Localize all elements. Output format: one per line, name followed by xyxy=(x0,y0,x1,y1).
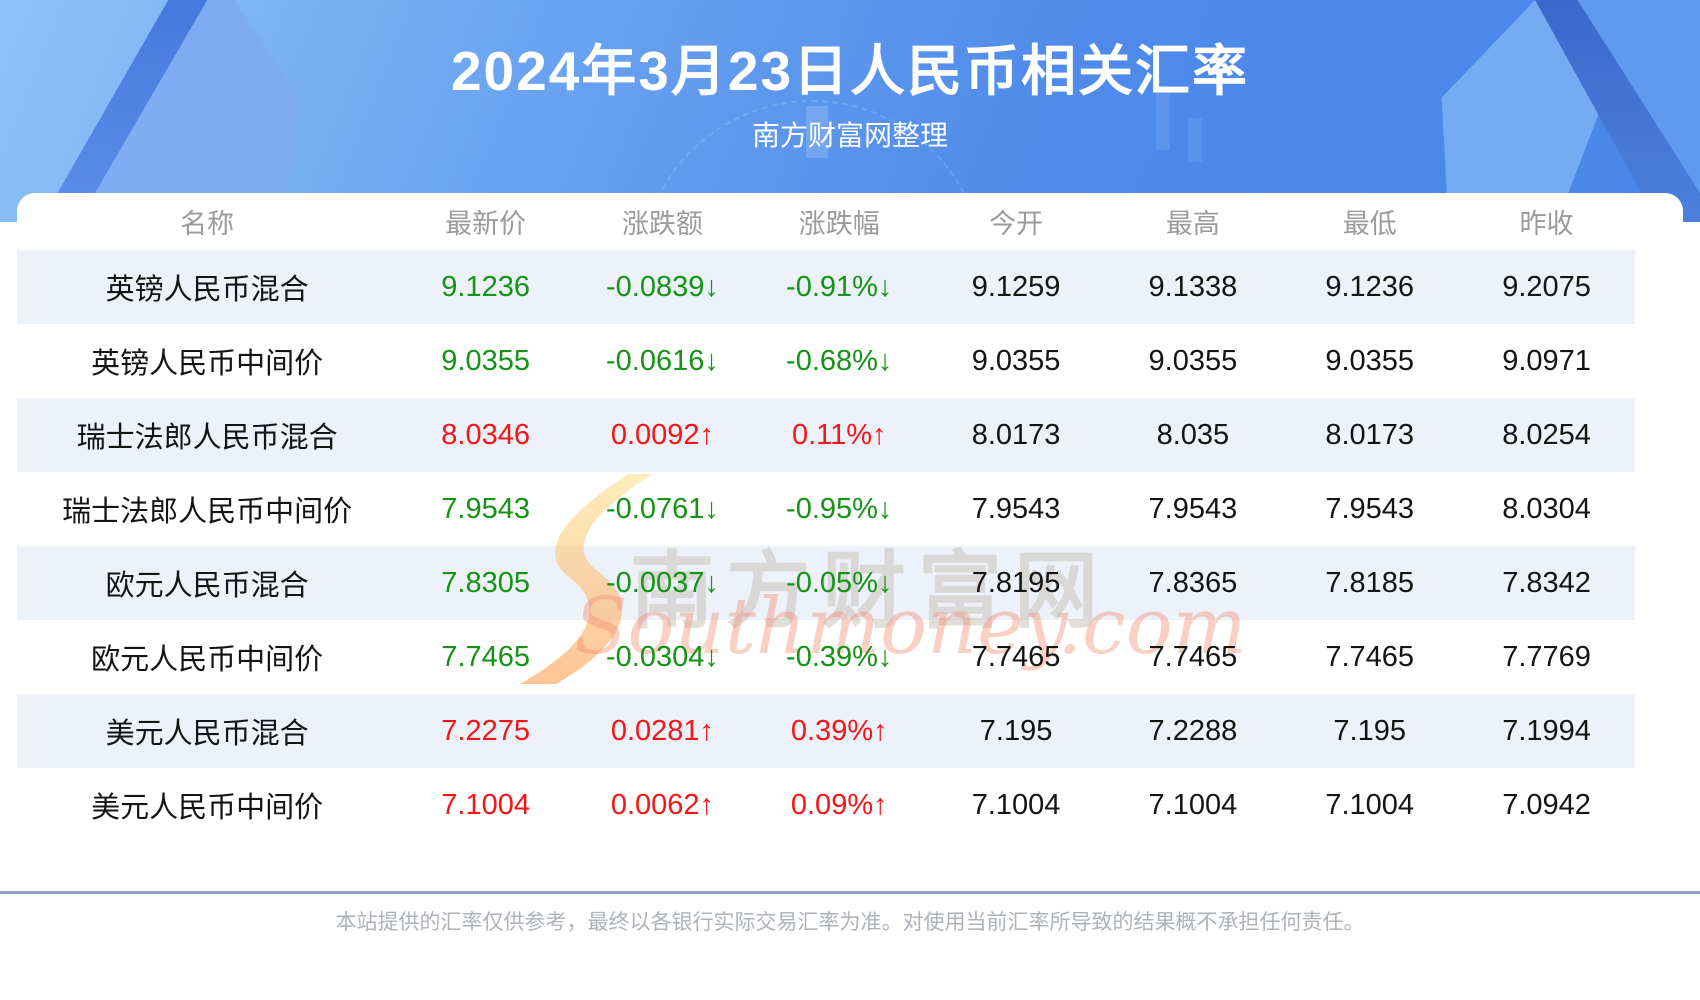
column-header-low: 最低 xyxy=(1342,209,1397,239)
cell-high: 8.035 xyxy=(1156,418,1230,451)
page-subtitle: 南方财富网整理 xyxy=(751,120,948,151)
cell-latest: 7.1004 xyxy=(441,788,530,821)
cell-high: 7.9543 xyxy=(1148,492,1238,525)
cell-change: 0.0062↑ xyxy=(610,788,715,821)
footer-disclaimer: 本站提供的汇率仅供参考，最终以各银行实际交易汇率为准。对使用当前汇率所导致的结果… xyxy=(335,911,1365,934)
cell-change-pct: -0.91%↓ xyxy=(786,270,893,303)
cell-change: -0.0616↓ xyxy=(606,344,719,377)
cell-prev-close: 7.0942 xyxy=(1502,788,1591,821)
cell-name: 欧元人民币混合 xyxy=(105,570,309,602)
cell-low: 8.0173 xyxy=(1325,418,1415,451)
cell-low: 7.7465 xyxy=(1325,640,1415,673)
cell-latest: 7.9543 xyxy=(441,492,530,525)
cell-prev-close: 8.0304 xyxy=(1502,492,1591,525)
cell-high: 7.1004 xyxy=(1148,788,1238,821)
cell-change-pct: -0.05%↓ xyxy=(786,566,893,599)
cell-low: 7.195 xyxy=(1333,714,1406,747)
cell-high: 9.1338 xyxy=(1148,270,1238,303)
cell-open: 7.7465 xyxy=(971,640,1061,673)
table-row: 美元人民币中间价 7.1004 0.0062↑ 0.09%↑ 7.1004 7.… xyxy=(17,768,1635,842)
rates-table-wrap: 名称 最新价 涨跌额 涨跌幅 今开 最高 最低 昨收 英镑人民币混合 9.123… xyxy=(17,193,1683,842)
cell-change: -0.0304↓ xyxy=(606,640,719,673)
cell-prev-close: 8.0254 xyxy=(1502,418,1591,451)
footer-divider xyxy=(0,891,1700,894)
cell-prev-close: 7.8342 xyxy=(1502,566,1591,599)
cell-latest: 7.8305 xyxy=(441,566,530,599)
cell-open: 9.0355 xyxy=(971,344,1061,377)
table-row: 瑞士法郎人民币混合 8.0346 0.0092↑ 0.11%↑ 8.0173 8… xyxy=(17,398,1635,472)
cell-name: 英镑人民币中间价 xyxy=(91,348,324,380)
cell-latest: 8.0346 xyxy=(441,418,530,451)
cell-open: 7.1004 xyxy=(971,788,1061,821)
cell-name: 瑞士法郎人民币中间价 xyxy=(62,496,353,528)
cell-low: 9.1236 xyxy=(1325,270,1415,303)
cell-change: 0.0281↑ xyxy=(610,714,715,747)
table-row: 欧元人民币混合 7.8305 -0.0037↓ -0.05%↓ 7.8195 7… xyxy=(17,546,1635,620)
cell-change-pct: 0.09%↑ xyxy=(790,788,888,821)
rates-card: 名称 最新价 涨跌额 涨跌幅 今开 最高 最低 昨收 英镑人民币混合 9.123… xyxy=(17,193,1683,842)
cell-high: 7.2288 xyxy=(1148,714,1238,747)
column-header-high: 最高 xyxy=(1165,209,1220,239)
cell-latest: 9.1236 xyxy=(441,270,530,303)
cell-prev-close: 9.2075 xyxy=(1502,270,1591,303)
banner-decoration-candlestick xyxy=(1188,118,1202,162)
cell-high: 7.8365 xyxy=(1148,566,1238,599)
cell-low: 7.8185 xyxy=(1325,566,1415,599)
table-row: 美元人民币混合 7.2275 0.0281↑ 0.39%↑ 7.195 7.22… xyxy=(17,694,1635,768)
cell-name: 美元人民币混合 xyxy=(105,718,309,750)
cell-change-pct: -0.95%↓ xyxy=(786,492,893,525)
cell-prev-close: 7.1994 xyxy=(1502,714,1591,747)
cell-change-pct: 0.11%↑ xyxy=(791,418,887,451)
cell-name: 美元人民币中间价 xyxy=(91,792,324,824)
banner: 2024年3月23日人民币相关汇率 南方财富网整理 xyxy=(0,0,1700,222)
table-row: 欧元人民币中间价 7.7465 -0.0304↓ -0.39%↓ 7.7465 … xyxy=(17,620,1635,694)
column-header-name: 名称 xyxy=(180,209,235,239)
cell-change-pct: 0.39%↑ xyxy=(790,714,888,747)
table-row: 英镑人民币中间价 9.0355 -0.0616↓ -0.68%↓ 9.0355 … xyxy=(17,324,1635,398)
cell-high: 7.7465 xyxy=(1148,640,1238,673)
column-header-change: 涨跌额 xyxy=(621,209,703,239)
cell-open: 7.9543 xyxy=(971,492,1061,525)
cell-low: 9.0355 xyxy=(1325,344,1415,377)
cell-high: 9.0355 xyxy=(1148,344,1238,377)
page-title: 2024年3月23日人民币相关汇率 xyxy=(450,40,1250,102)
banner-decoration-candlestick xyxy=(1156,86,1170,150)
column-header-change-pct: 涨跌幅 xyxy=(798,209,880,239)
cell-change-pct: -0.39%↓ xyxy=(786,640,893,673)
cell-name: 英镑人民币混合 xyxy=(105,274,309,306)
banner-decoration-candlestick xyxy=(806,106,828,158)
cell-open: 8.0173 xyxy=(971,418,1061,451)
cell-change-pct: -0.68%↓ xyxy=(786,344,893,377)
cell-name: 瑞士法郎人民币混合 xyxy=(76,422,338,454)
table-row: 瑞士法郎人民币中间价 7.9543 -0.0761↓ -0.95%↓ 7.954… xyxy=(17,472,1635,546)
cell-change: 0.0092↑ xyxy=(610,418,715,451)
cell-change: -0.0761↓ xyxy=(606,492,719,525)
cell-open: 9.1259 xyxy=(971,270,1061,303)
cell-open: 7.8195 xyxy=(971,566,1061,599)
cell-prev-close: 9.0971 xyxy=(1502,344,1591,377)
cell-latest: 7.2275 xyxy=(441,714,530,747)
cell-latest: 7.7465 xyxy=(441,640,530,673)
table-row: 英镑人民币混合 9.1236 -0.0839↓ -0.91%↓ 9.1259 9… xyxy=(17,250,1635,324)
cell-low: 7.1004 xyxy=(1325,788,1415,821)
cell-prev-close: 7.7769 xyxy=(1502,640,1591,673)
cell-open: 7.195 xyxy=(979,714,1053,747)
cell-change: -0.0839↓ xyxy=(606,270,719,303)
column-header-open: 今开 xyxy=(989,209,1044,239)
cell-latest: 9.0355 xyxy=(441,344,530,377)
cell-name: 欧元人民币中间价 xyxy=(91,644,324,676)
column-header-latest: 最新价 xyxy=(445,209,527,239)
rates-table: 名称 最新价 涨跌额 涨跌幅 今开 最高 最低 昨收 英镑人民币混合 9.123… xyxy=(17,193,1635,842)
table-header-row: 名称 最新价 涨跌额 涨跌幅 今开 最高 最低 昨收 xyxy=(17,193,1635,250)
column-header-prev-close: 昨收 xyxy=(1519,209,1574,239)
cell-low: 7.9543 xyxy=(1325,492,1415,525)
cell-change: -0.0037↓ xyxy=(606,566,719,599)
